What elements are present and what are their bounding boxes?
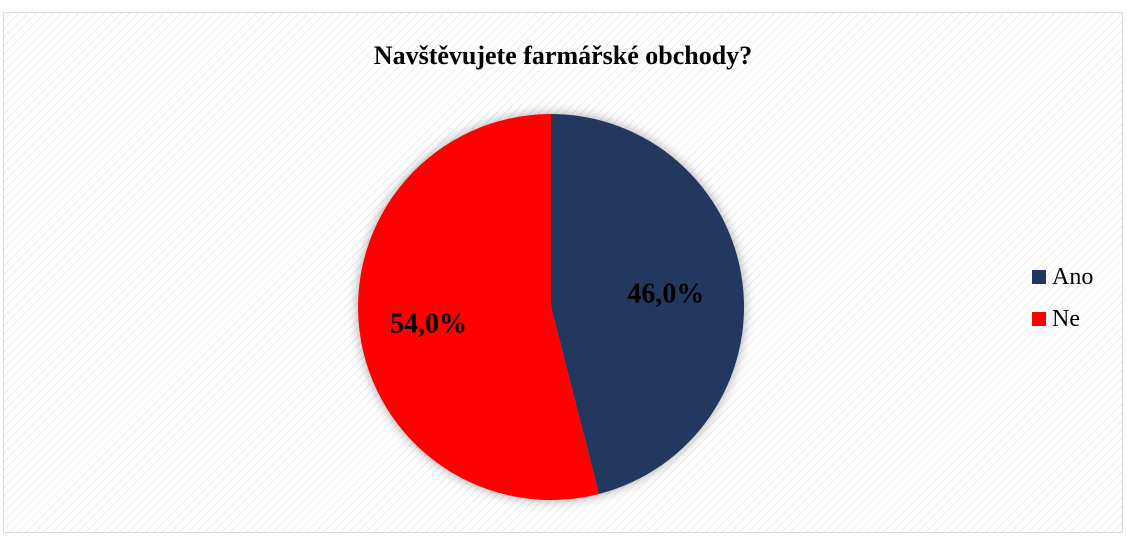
legend-item-ne: Ne [1032, 298, 1093, 340]
chart-title: Navštěvujete farmářské obchody? [373, 41, 753, 70]
legend-label-ano: Ano [1052, 263, 1094, 290]
data-label-ne: 54,0% [390, 309, 467, 340]
data-label-ano: 46,0% [627, 279, 704, 310]
legend: Ano Ne [1032, 256, 1093, 340]
pie-slice-ne [358, 114, 599, 500]
legend-item-ano: Ano [1032, 256, 1093, 298]
pie-slice-ano [551, 113, 745, 494]
legend-swatch-ne [1032, 312, 1046, 326]
legend-label-ne: Ne [1052, 305, 1080, 332]
legend-swatch-ano [1032, 270, 1046, 284]
